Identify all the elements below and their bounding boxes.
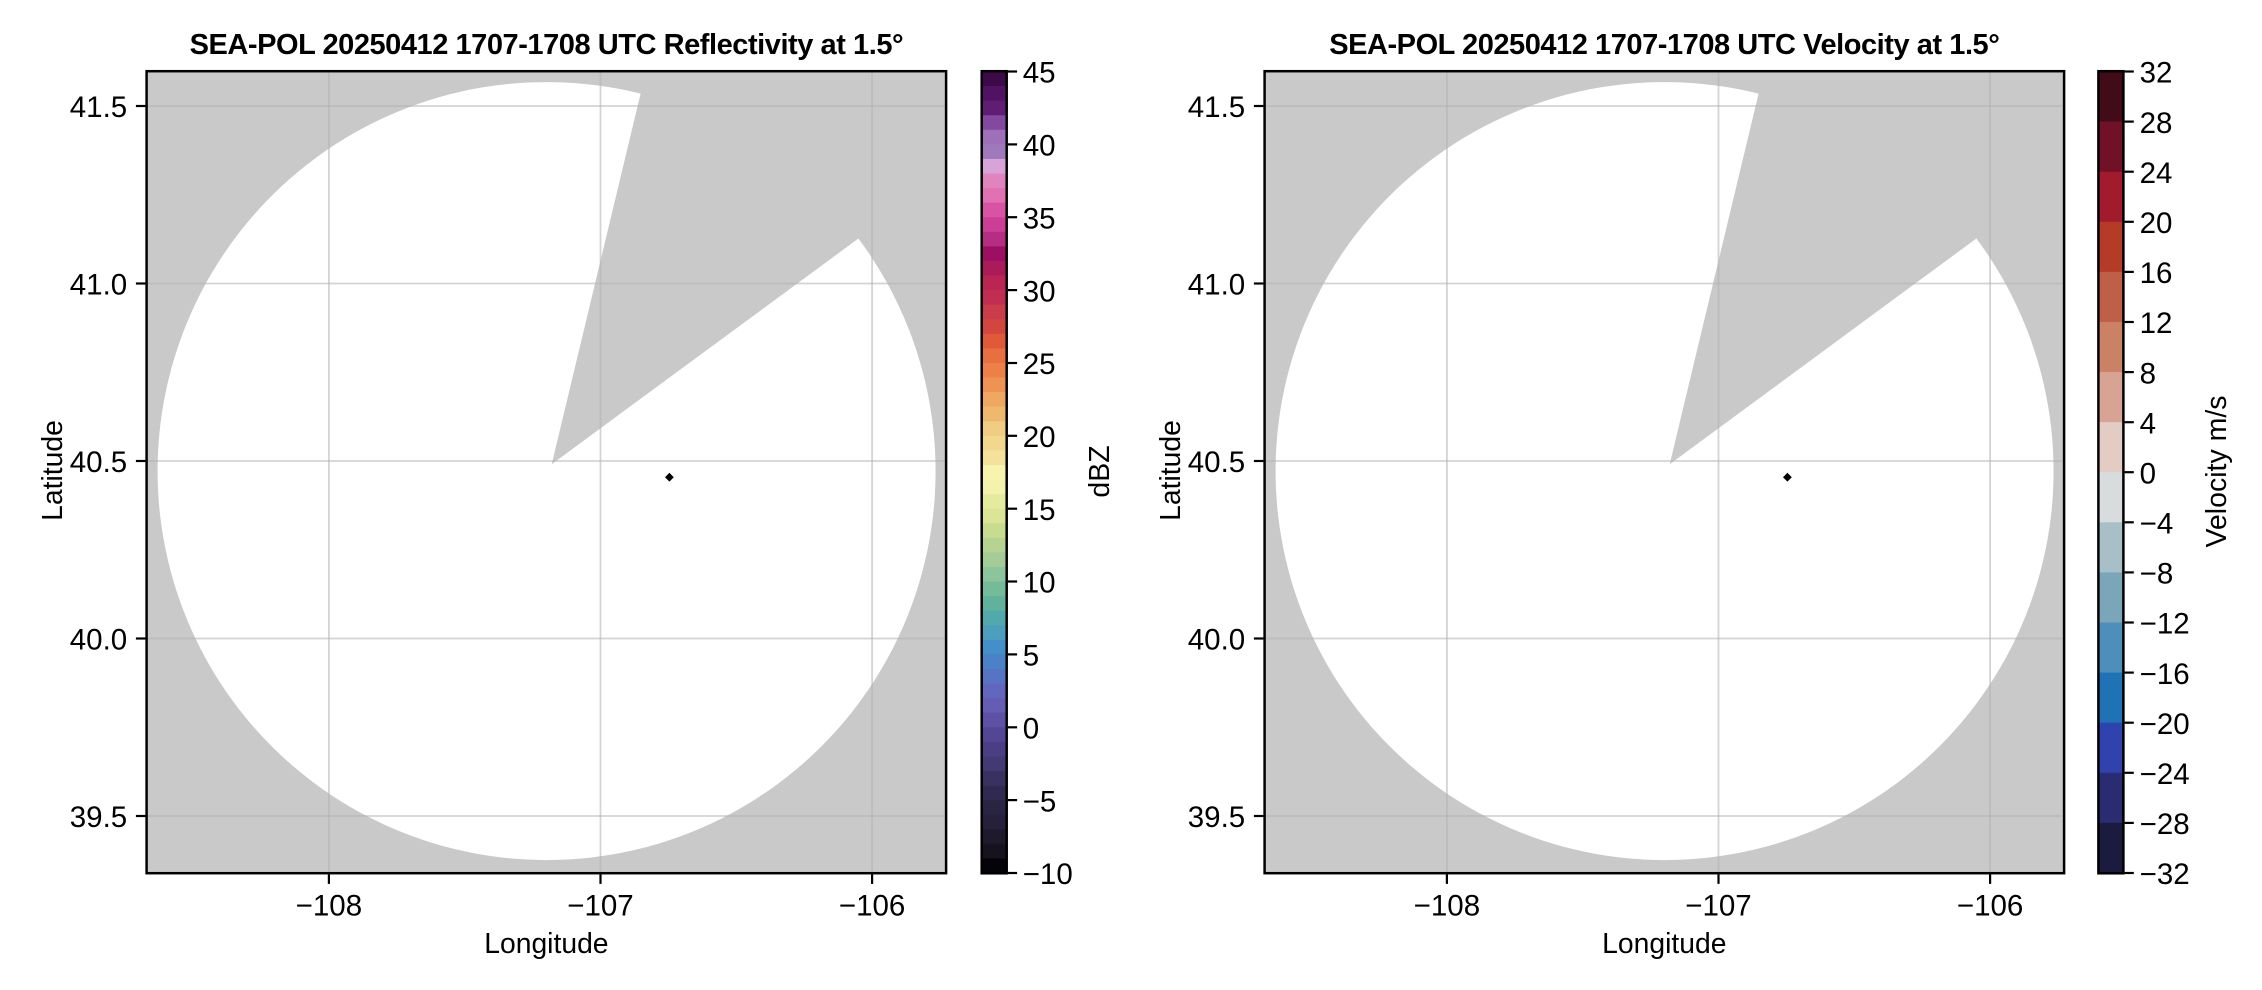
svg-text:−107: −107 (1685, 889, 1751, 922)
svg-text:39.5: 39.5 (70, 801, 127, 834)
svg-text:−108: −108 (296, 889, 362, 922)
svg-text:15: 15 (1023, 494, 1056, 527)
svg-text:5: 5 (1023, 640, 1039, 673)
svg-text:40.5: 40.5 (70, 446, 127, 479)
svg-text:41.5: 41.5 (70, 91, 127, 124)
svg-text:25: 25 (1023, 348, 1056, 381)
svg-text:−8: −8 (2140, 558, 2174, 591)
svg-text:41.0: 41.0 (1188, 269, 1245, 302)
svg-text:0: 0 (1023, 713, 1039, 746)
svg-text:40: 40 (1023, 130, 1056, 163)
svg-text:−10: −10 (1023, 858, 1073, 891)
svg-text:Longitude: Longitude (1602, 927, 1726, 959)
svg-text:−20: −20 (2140, 708, 2190, 741)
svg-text:−28: −28 (2140, 808, 2190, 841)
svg-text:20: 20 (2140, 207, 2173, 240)
svg-text:28: 28 (2140, 107, 2173, 140)
svg-text:10: 10 (1023, 567, 1056, 600)
svg-text:40.0: 40.0 (1188, 624, 1245, 657)
svg-text:−106: −106 (839, 889, 905, 922)
svg-text:Longitude: Longitude (484, 927, 608, 959)
svg-text:20: 20 (1023, 421, 1056, 454)
svg-text:−4: −4 (2140, 508, 2174, 541)
svg-text:Velocity m/s: Velocity m/s (2201, 395, 2233, 547)
svg-text:−108: −108 (1414, 889, 1480, 922)
svg-text:Latitude: Latitude (36, 420, 68, 521)
svg-text:4: 4 (2140, 407, 2156, 440)
svg-text:8: 8 (2140, 357, 2156, 390)
svg-text:12: 12 (2140, 307, 2173, 340)
svg-text:−5: −5 (1023, 785, 1057, 818)
svg-text:0: 0 (2140, 457, 2156, 490)
svg-text:16: 16 (2140, 257, 2173, 290)
svg-text:−107: −107 (567, 889, 633, 922)
svg-text:45: 45 (1023, 57, 1056, 90)
svg-text:−24: −24 (2140, 758, 2190, 791)
svg-text:−32: −32 (2140, 858, 2190, 891)
svg-text:SEA-POL 20250412 1707-1708 UTC: SEA-POL 20250412 1707-1708 UTC Velocity … (1329, 29, 1999, 61)
svg-text:SEA-POL 20250412 1707-1708 UTC: SEA-POL 20250412 1707-1708 UTC Reflectiv… (190, 29, 904, 61)
svg-text:39.5: 39.5 (1188, 801, 1245, 834)
svg-text:40.0: 40.0 (70, 624, 127, 657)
svg-text:Latitude: Latitude (1154, 420, 1186, 521)
svg-text:30: 30 (1023, 275, 1056, 308)
svg-text:35: 35 (1023, 202, 1056, 235)
svg-text:24: 24 (2140, 157, 2173, 190)
svg-text:32: 32 (2140, 57, 2173, 90)
svg-text:41.5: 41.5 (1188, 91, 1245, 124)
svg-text:−12: −12 (2140, 608, 2190, 641)
svg-text:−16: −16 (2140, 658, 2190, 691)
svg-text:40.5: 40.5 (1188, 446, 1245, 479)
svg-text:41.0: 41.0 (70, 269, 127, 302)
svg-text:dBZ: dBZ (1084, 445, 1116, 497)
svg-text:−106: −106 (1957, 889, 2023, 922)
